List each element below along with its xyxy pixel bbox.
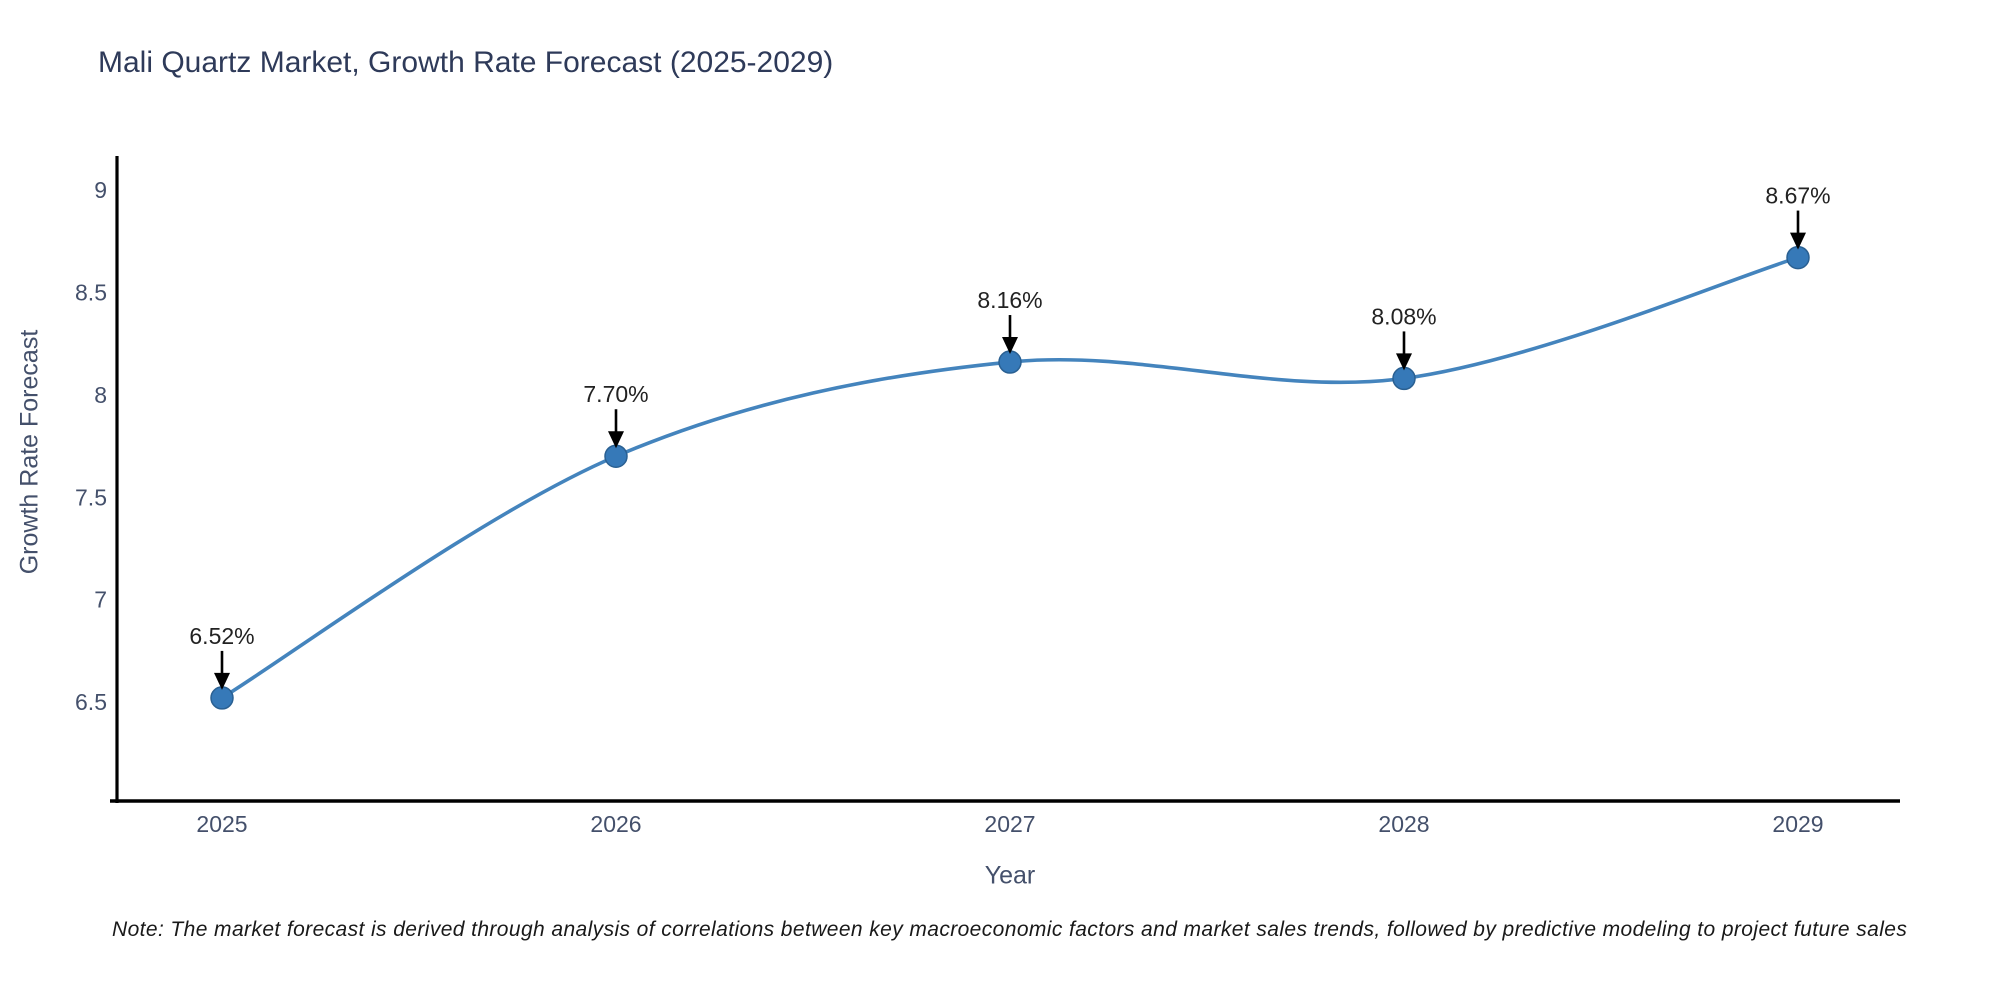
point-annotations: 6.52% 7.70% 8.16% 8.08% 8.67% <box>189 183 1831 690</box>
annotation-arrowhead-icon <box>1002 337 1018 355</box>
x-tick-label: 2027 <box>984 811 1035 837</box>
point-value-label: 7.70% <box>583 381 648 407</box>
footnote: Note: The market forecast is derived thr… <box>112 918 1908 941</box>
annotation-arrowhead-icon <box>608 431 624 449</box>
y-tick-labels: 6.5 7 7.5 8 8.5 9 <box>75 177 107 715</box>
annotation-arrowhead-icon <box>1790 232 1806 250</box>
y-tick-label: 8.5 <box>75 279 107 305</box>
y-tick-label: 7 <box>94 587 107 613</box>
data-point-marker <box>998 350 1022 374</box>
x-tick-label: 2028 <box>1378 811 1429 837</box>
annotation-arrowhead-icon <box>214 672 230 690</box>
point-value-label: 8.08% <box>1371 303 1436 329</box>
x-axis-title: Year <box>984 861 1036 890</box>
y-tick-label: 6.5 <box>75 689 107 715</box>
x-tick-label: 2026 <box>590 811 641 837</box>
chart-title: Mali Quartz Market, Growth Rate Forecast… <box>98 46 834 79</box>
x-tick-labels: 2025 2026 2027 2028 2029 <box>196 811 1823 837</box>
axes <box>110 156 1900 803</box>
annotation-arrowhead-icon <box>1396 353 1412 371</box>
x-tick-label: 2025 <box>196 811 247 837</box>
data-point-marker <box>1786 245 1810 270</box>
y-axis-title: Growth Rate Forecast <box>15 329 44 575</box>
y-tick-label: 8 <box>94 382 107 408</box>
point-value-label: 8.16% <box>977 287 1042 313</box>
x-tick-label: 2029 <box>1772 811 1823 837</box>
point-value-label: 6.52% <box>189 623 254 649</box>
data-point-marker <box>210 686 234 710</box>
y-tick-label: 9 <box>94 177 107 203</box>
point-value-label: 8.67% <box>1765 183 1830 209</box>
y-tick-label: 7.5 <box>75 484 107 510</box>
data-point-marker <box>604 444 628 468</box>
data-point-marker <box>1392 366 1416 391</box>
